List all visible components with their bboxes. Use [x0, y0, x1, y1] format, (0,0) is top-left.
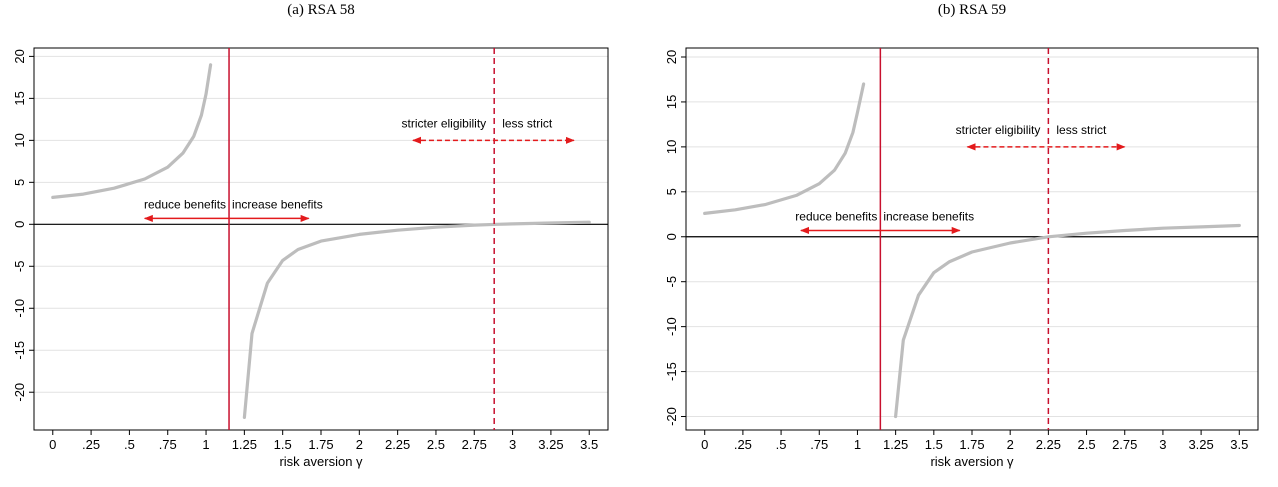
x-axis-label: risk aversion γ [930, 454, 1014, 469]
annotation-less-strict: less strict [1056, 123, 1107, 137]
x-tick-label: 1.75 [308, 437, 333, 452]
x-tick-label: .5 [124, 437, 135, 452]
plot-frame [33, 47, 609, 431]
y-tick-label: 0 [664, 233, 679, 240]
x-tick-label: .25 [82, 437, 100, 452]
x-tick-label: 3 [509, 437, 516, 452]
y-tick-label: -15 [664, 362, 679, 381]
y-tick-label: -20 [12, 383, 27, 402]
x-tick-label: 1.5 [925, 437, 943, 452]
annotation-reduce-benefits: reduce benefits [144, 197, 226, 211]
series-curve-2 [242, 220, 591, 419]
x-tick-label: 3 [1159, 437, 1166, 452]
x-tick-label: .5 [776, 437, 787, 452]
x-tick-label: 2.5 [427, 437, 445, 452]
x-tick-label: 2.25 [1036, 437, 1061, 452]
x-axis-label: risk aversion γ [279, 454, 363, 469]
y-tick-label: -5 [664, 276, 679, 288]
y-tick-label: 20 [12, 49, 27, 63]
y-tick-label: 0 [12, 221, 27, 228]
y-tick-label: -20 [664, 407, 679, 426]
chart-panel-1: (a) RSA 58 reduce benefits increase benefi… [12, 2, 609, 469]
x-tick-label: .25 [734, 437, 752, 452]
x-tick-label: 2.25 [385, 437, 410, 452]
x-tick-label: .75 [159, 437, 177, 452]
y-tick-label: 15 [664, 95, 679, 109]
y-tick-label: 10 [12, 133, 27, 147]
series-curve-1 [703, 82, 866, 215]
x-tick-label: 2.75 [462, 437, 487, 452]
annotation-reduce-benefits: reduce benefits [795, 209, 877, 223]
x-tick-label: 1.75 [959, 437, 984, 452]
annotation-stricter-eligibility: stricter eligibility [402, 116, 487, 130]
series-curve-1 [51, 63, 213, 199]
annotation-stricter-eligibility: stricter eligibility [956, 123, 1041, 137]
x-tick-label: 1 [854, 437, 861, 452]
chart-panel-2: (b) RSA 59 reduce benefits increase benefi… [664, 2, 1259, 469]
x-tick-label: .75 [810, 437, 828, 452]
x-tick-label: 3.5 [580, 437, 598, 452]
x-tick-label: 0 [49, 437, 56, 452]
plot-frame [685, 47, 1259, 431]
annotation-increase-benefits: increase benefits [883, 209, 974, 223]
y-tick-label: 5 [12, 179, 27, 186]
x-tick-label: 1 [202, 437, 209, 452]
y-tick-label: 20 [664, 50, 679, 64]
y-tick-label: 15 [12, 91, 27, 105]
y-tick-label: 5 [664, 188, 679, 195]
panel-title: (b) RSA 59 [938, 2, 1006, 18]
x-tick-label: 2 [356, 437, 363, 452]
x-tick-label: 0 [701, 437, 708, 452]
x-tick-label: 3.5 [1230, 437, 1248, 452]
x-tick-label: 2.5 [1078, 437, 1096, 452]
annotation-increase-benefits: increase benefits [232, 197, 323, 211]
series-curve-2 [894, 223, 1241, 419]
y-tick-label: 10 [664, 140, 679, 154]
y-tick-label: -10 [664, 317, 679, 336]
y-tick-label: -5 [12, 261, 27, 273]
panel-title: (a) RSA 58 [287, 2, 355, 18]
x-tick-label: 1.25 [232, 437, 257, 452]
x-tick-label: 3.25 [1188, 437, 1213, 452]
x-tick-label: 3.25 [538, 437, 563, 452]
y-tick-label: -10 [12, 299, 27, 318]
annotation-less-strict: less strict [502, 116, 553, 130]
y-tick-label: -15 [12, 341, 27, 360]
x-tick-label: 2.75 [1112, 437, 1137, 452]
x-tick-label: 1.5 [274, 437, 292, 452]
x-tick-label: 1.25 [883, 437, 908, 452]
x-tick-label: 2 [1007, 437, 1014, 452]
